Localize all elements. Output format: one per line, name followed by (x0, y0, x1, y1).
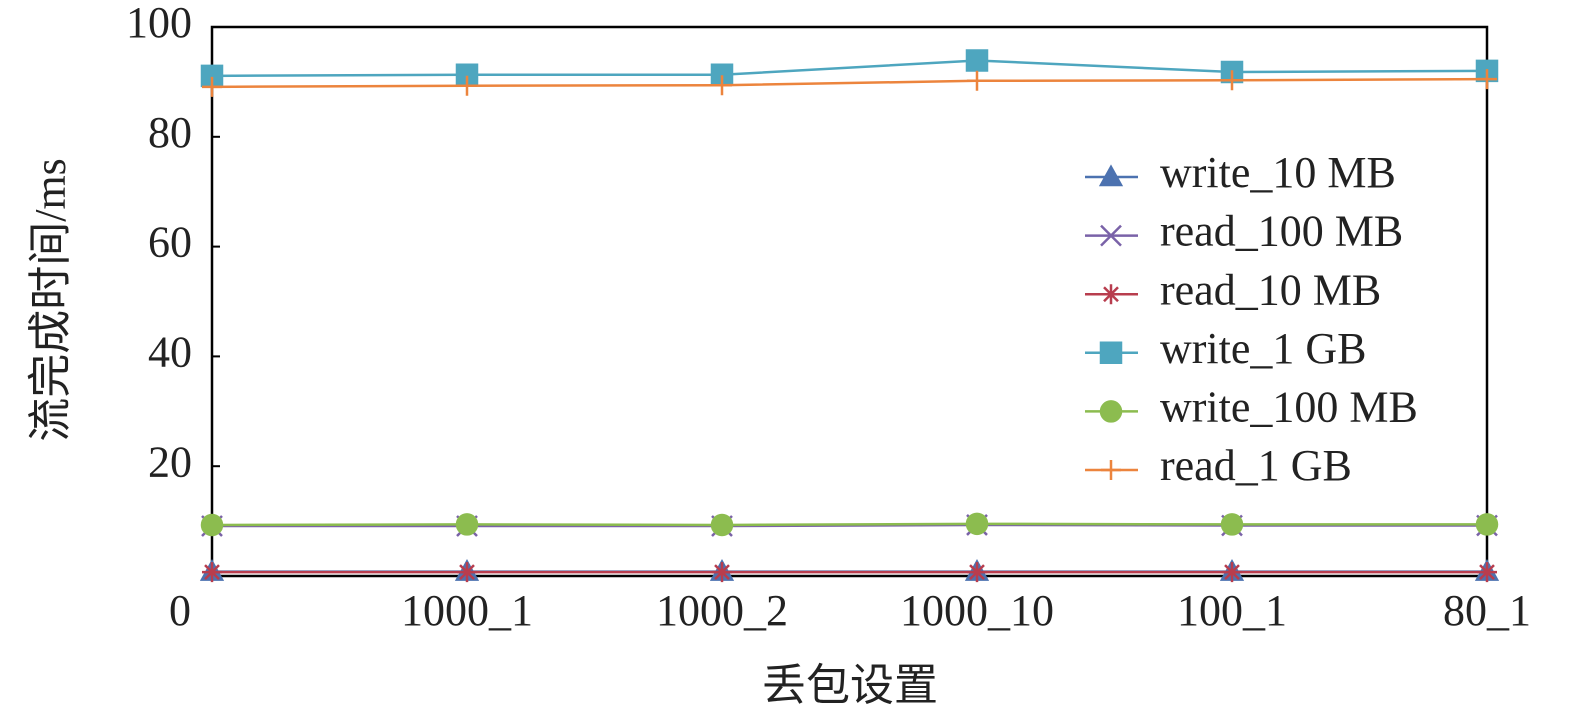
point (1220, 513, 1244, 536)
point (1475, 513, 1499, 536)
y-axis-label: 流完成时间/ms (26, 158, 75, 442)
y-tick-label: 20 (148, 437, 192, 486)
legend-label: write_10 MB (1160, 148, 1396, 197)
y-tick-label: 40 (148, 327, 192, 376)
point (965, 49, 989, 72)
point (202, 562, 222, 583)
x-tick-label: 0 (169, 586, 191, 635)
point (202, 76, 222, 97)
legend-label: write_1 GB (1160, 324, 1367, 373)
point (200, 513, 224, 537)
point (967, 70, 987, 91)
legend-marker (1101, 284, 1121, 305)
point (712, 562, 732, 583)
plot-frame (210, 25, 1489, 578)
point (967, 562, 987, 583)
x-tick-label: 1000_10 (900, 586, 1054, 635)
legend-marker (1099, 400, 1123, 423)
y-tick-label: 80 (148, 108, 192, 157)
point (457, 562, 477, 583)
legend-label: read_10 MB (1160, 265, 1381, 314)
legend-label: write_100 MB (1160, 382, 1418, 431)
x-tick-label: 80_1 (1443, 586, 1531, 635)
legend-marker (1099, 341, 1123, 365)
x-tick-label: 100_1 (1177, 586, 1287, 635)
point (710, 513, 734, 537)
legend-marker (1098, 164, 1124, 187)
series-line (211, 77, 1488, 89)
legend-label: read_100 MB (1160, 207, 1403, 256)
point (1222, 562, 1242, 583)
point (457, 75, 477, 96)
series-line (211, 522, 1487, 527)
point (1477, 562, 1497, 583)
legend-label: read_1 GB (1160, 441, 1352, 490)
series-line (211, 59, 1488, 78)
x-tick-label: 1000_1 (401, 586, 533, 635)
y-tick-label: 100 (126, 0, 192, 47)
x-tick-label: 1000_2 (656, 586, 788, 635)
point (965, 512, 989, 536)
point (1222, 70, 1242, 91)
legend-marker (1101, 460, 1121, 480)
point (455, 513, 479, 536)
x-axis-label: 丢包设置 (762, 661, 938, 710)
point (1477, 69, 1497, 90)
point (712, 75, 732, 96)
legend-marker (1100, 224, 1122, 247)
y-tick-label: 60 (148, 218, 192, 267)
